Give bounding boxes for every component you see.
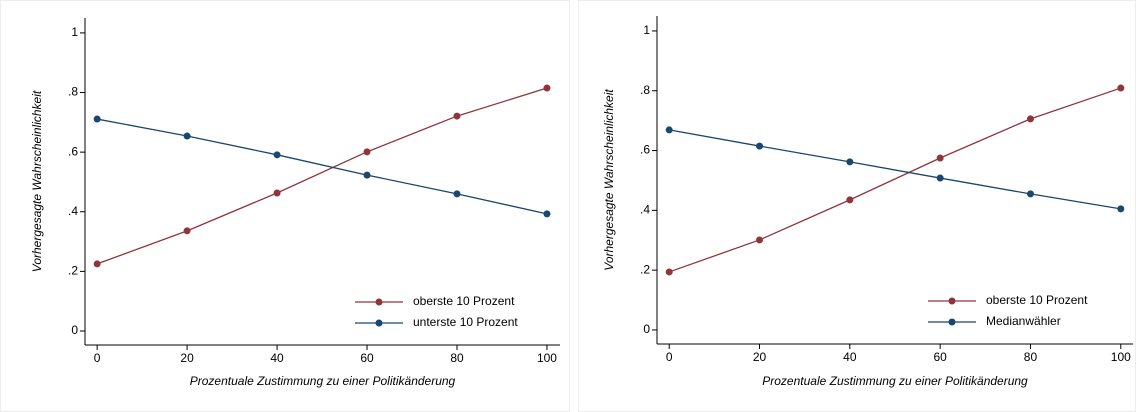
y-tick-label: .6	[68, 144, 78, 158]
y-tick-label: 0	[71, 323, 78, 337]
point	[183, 132, 191, 140]
x-tick-label: 100	[1111, 350, 1131, 364]
point	[756, 142, 764, 150]
series-line	[96, 87, 548, 265]
y-tick-label: .8	[68, 85, 78, 99]
y-axis-label: Vorhergesagte Wahrscheinlichkeit	[602, 89, 616, 271]
x-tick-label: 80	[450, 351, 464, 365]
point	[756, 236, 764, 244]
x-tick-label: 0	[94, 351, 101, 365]
point	[936, 174, 944, 182]
point	[543, 210, 551, 218]
y-tick-label: .4	[640, 203, 650, 217]
x-axis-label: Prozentuale Zustimmung zu einer Politikä…	[762, 374, 1028, 388]
point	[453, 190, 461, 198]
legend-marker	[948, 297, 956, 305]
point	[183, 227, 191, 235]
legend-marker	[375, 319, 383, 327]
series-line	[668, 87, 1122, 273]
legend-marker	[948, 318, 956, 326]
y-tick-label: .6	[640, 143, 650, 157]
legend-label: unterste 10 Prozent	[413, 315, 518, 329]
x-tick-label: 60	[933, 350, 947, 364]
point	[846, 158, 854, 166]
point	[846, 196, 854, 204]
y-tick-label: .2	[640, 262, 650, 276]
point	[93, 115, 101, 123]
point	[453, 112, 461, 120]
point	[273, 151, 281, 159]
point	[363, 148, 371, 156]
legend-label: oberste 10 Prozent	[986, 293, 1088, 307]
y-tick-label: .4	[68, 204, 78, 218]
legend-label: Medianwähler	[986, 314, 1061, 328]
point	[936, 154, 944, 162]
y-tick-label: 1	[643, 23, 650, 37]
point	[543, 84, 551, 92]
y-axis-label: Vorhergesagte Wahrscheinlichkeit	[30, 90, 44, 272]
x-tick-label: 0	[666, 350, 673, 364]
point	[1026, 190, 1034, 198]
legend-marker	[375, 298, 383, 306]
y-tick-label: .8	[640, 83, 650, 97]
point	[1117, 84, 1125, 92]
point	[273, 189, 281, 197]
x-tick-label: 20	[753, 350, 767, 364]
y-tick-label: 1	[71, 25, 78, 39]
y-tick-label: 0	[643, 322, 650, 336]
point	[93, 260, 101, 268]
series-line	[669, 129, 1121, 210]
point	[363, 171, 371, 179]
series-line	[97, 118, 548, 215]
y-tick-label: .2	[68, 264, 78, 278]
point	[665, 268, 673, 276]
panel	[578, 0, 1136, 412]
x-tick-label: 80	[1024, 350, 1038, 364]
x-axis-label: Prozentuale Zustimmung zu einer Politikä…	[190, 374, 456, 388]
point	[1117, 205, 1125, 213]
x-tick-label: 40	[843, 350, 857, 364]
point	[665, 126, 673, 134]
x-tick-label: 20	[180, 351, 194, 365]
legend-label: oberste 10 Prozent	[413, 294, 515, 308]
panel	[0, 0, 570, 412]
x-tick-label: 40	[270, 351, 284, 365]
point	[1026, 115, 1034, 123]
x-tick-label: 60	[360, 351, 374, 365]
x-tick-label: 100	[537, 351, 557, 365]
